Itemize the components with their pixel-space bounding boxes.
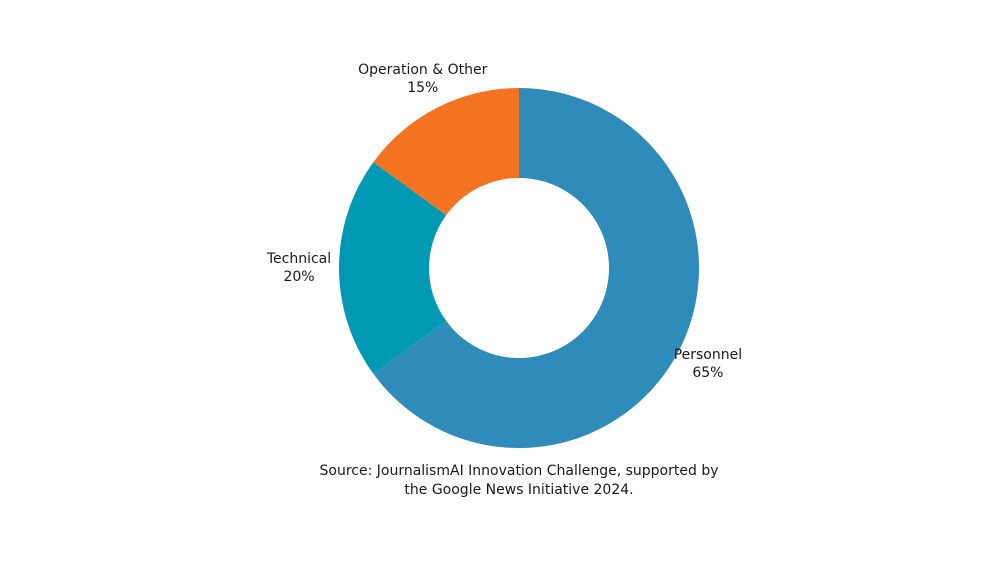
donut-slice xyxy=(339,162,447,374)
source-line: Source: JournalismAI Innovation Challeng… xyxy=(320,463,719,479)
slice-label: Operation & Other xyxy=(358,62,487,78)
slice-label: Technical xyxy=(266,251,331,267)
slice-value-label: 15% xyxy=(407,80,438,96)
donut-slice xyxy=(373,88,519,216)
source-line: the Google News Initiative 2024. xyxy=(404,482,633,498)
donut-slice xyxy=(373,88,700,449)
slice-value-label: 65% xyxy=(692,365,723,381)
slice-label: Personnel xyxy=(674,347,742,363)
slice-value-label: 20% xyxy=(283,269,314,285)
